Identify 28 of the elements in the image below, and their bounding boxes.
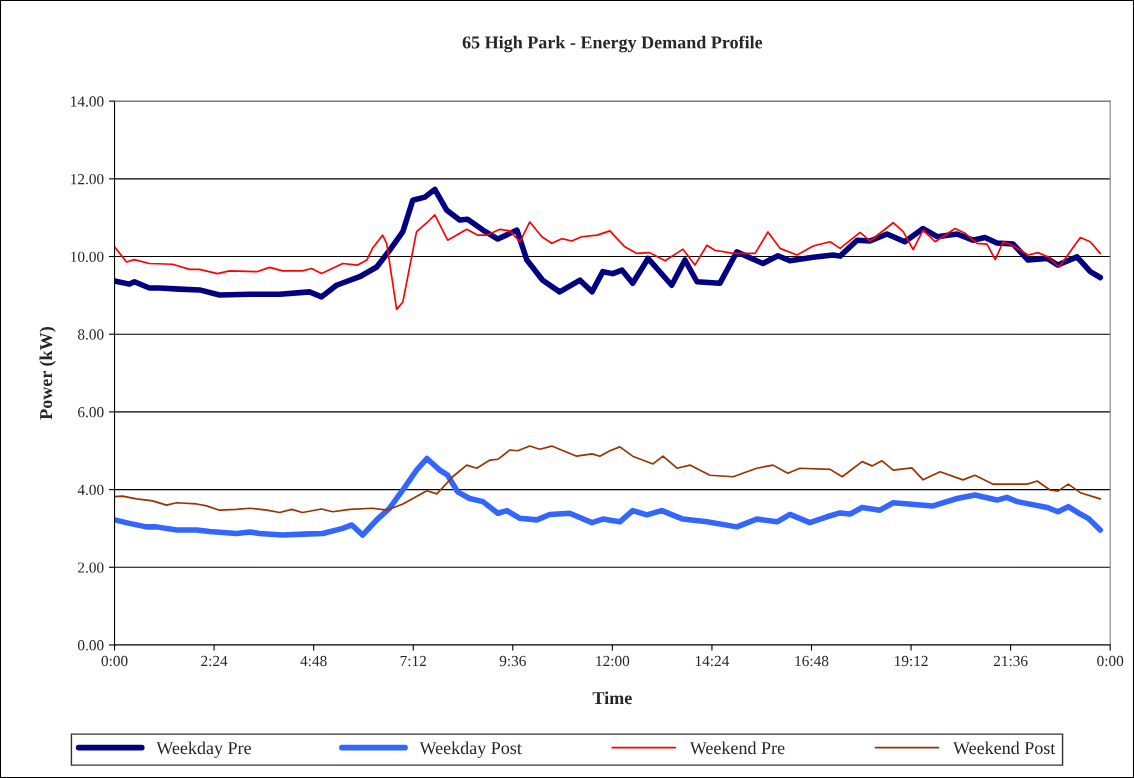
x-tick-label: 0:00	[101, 655, 128, 667]
line-series	[114, 214, 1102, 311]
x-tick-label: 12:00	[596, 655, 630, 667]
chart-title: 65 High Park - Energy Demand Profile	[462, 35, 763, 53]
y-tick-label: 14.00	[71, 96, 104, 107]
x-tick-label: 16:48	[795, 655, 829, 667]
line-series	[114, 445, 1102, 514]
legend-label: Weekend Post	[953, 741, 1056, 755]
legend-label: Weekend Pre	[689, 741, 785, 755]
x-tick-label: 19:12	[895, 655, 928, 667]
legend-label: Weekday Post	[419, 741, 522, 758]
x-tick-label: 4:48	[300, 655, 327, 667]
x-axis-title: Time	[592, 691, 632, 705]
x-tick-label: 9:36	[499, 655, 526, 667]
y-tick-label: 8.00	[77, 329, 104, 340]
y-tick-label: 2.00	[78, 562, 104, 573]
legend-label: Weekday Pre	[156, 741, 251, 758]
y-tick-label: 12.00	[71, 173, 104, 185]
y-tick-label: 4.00	[77, 484, 104, 496]
x-tick-label: 0:00	[1097, 655, 1124, 667]
x-tick-label: 7:12	[400, 655, 426, 667]
y-tick-label: 6.00	[78, 407, 104, 418]
x-tick-label: 14:24	[695, 655, 730, 667]
y-tick-label: 10.00	[71, 251, 104, 263]
x-tick-label: 2:24	[201, 655, 228, 667]
y-axis-title: Power (kW)	[39, 327, 56, 420]
y-tick-label: 0.00	[77, 640, 104, 651]
x-tick-label: 21:36	[993, 655, 1028, 667]
